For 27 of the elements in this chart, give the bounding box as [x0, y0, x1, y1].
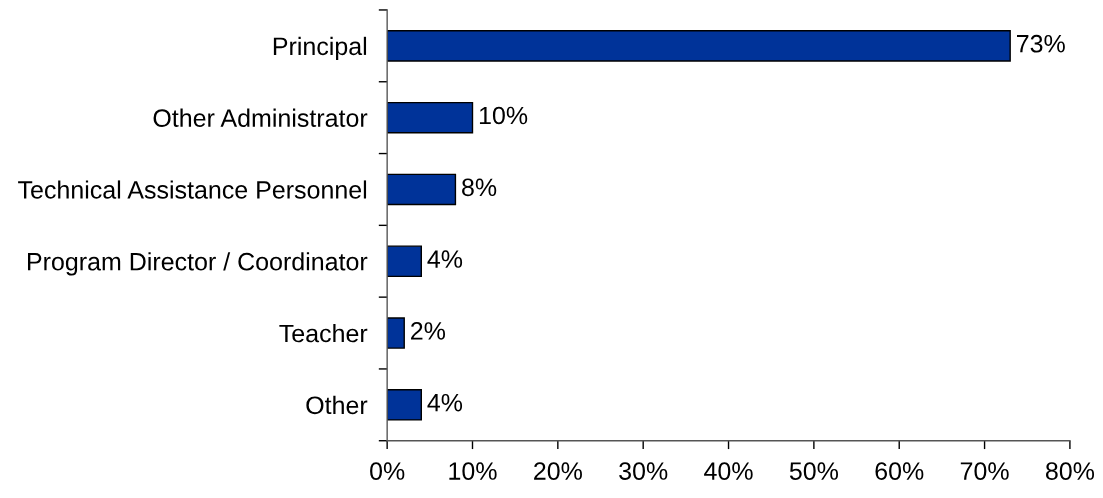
x-tick-label: 20%: [534, 462, 582, 480]
y-tick-label: Technical Assistance Personnel: [18, 180, 367, 199]
x-tick-label: 50%: [789, 462, 839, 480]
x-tick-label: 0%: [370, 462, 405, 480]
x-tick-label: 40%: [704, 462, 753, 480]
y-tick-label: Other Administrator: [153, 108, 368, 127]
x-tick-label: 80%: [1045, 462, 1095, 480]
bar: [387, 173, 457, 206]
bar: [387, 317, 405, 349]
x-tick-label: 70%: [960, 462, 1009, 480]
bar: [387, 245, 422, 278]
x-tick-label: 10%: [449, 462, 497, 480]
x-tick-label: 60%: [875, 462, 924, 480]
bar: [387, 30, 1011, 62]
y-tick-label: Principal: [273, 36, 367, 61]
y-tick-label: Other: [306, 395, 368, 415]
bar: [387, 101, 474, 134]
data-label: 2%: [411, 322, 446, 340]
x-tick-label: 30%: [619, 462, 668, 480]
data-label: 10%: [479, 106, 528, 125]
bar: [387, 389, 422, 421]
y-tick-label: Teacher: [279, 323, 368, 343]
data-label: 4%: [427, 393, 463, 412]
data-label: 8%: [462, 178, 497, 197]
y-tick-label: Program Director / Coordinator: [28, 252, 368, 276]
data-label: 73%: [1017, 34, 1065, 53]
data-label: 4%: [427, 250, 463, 268]
